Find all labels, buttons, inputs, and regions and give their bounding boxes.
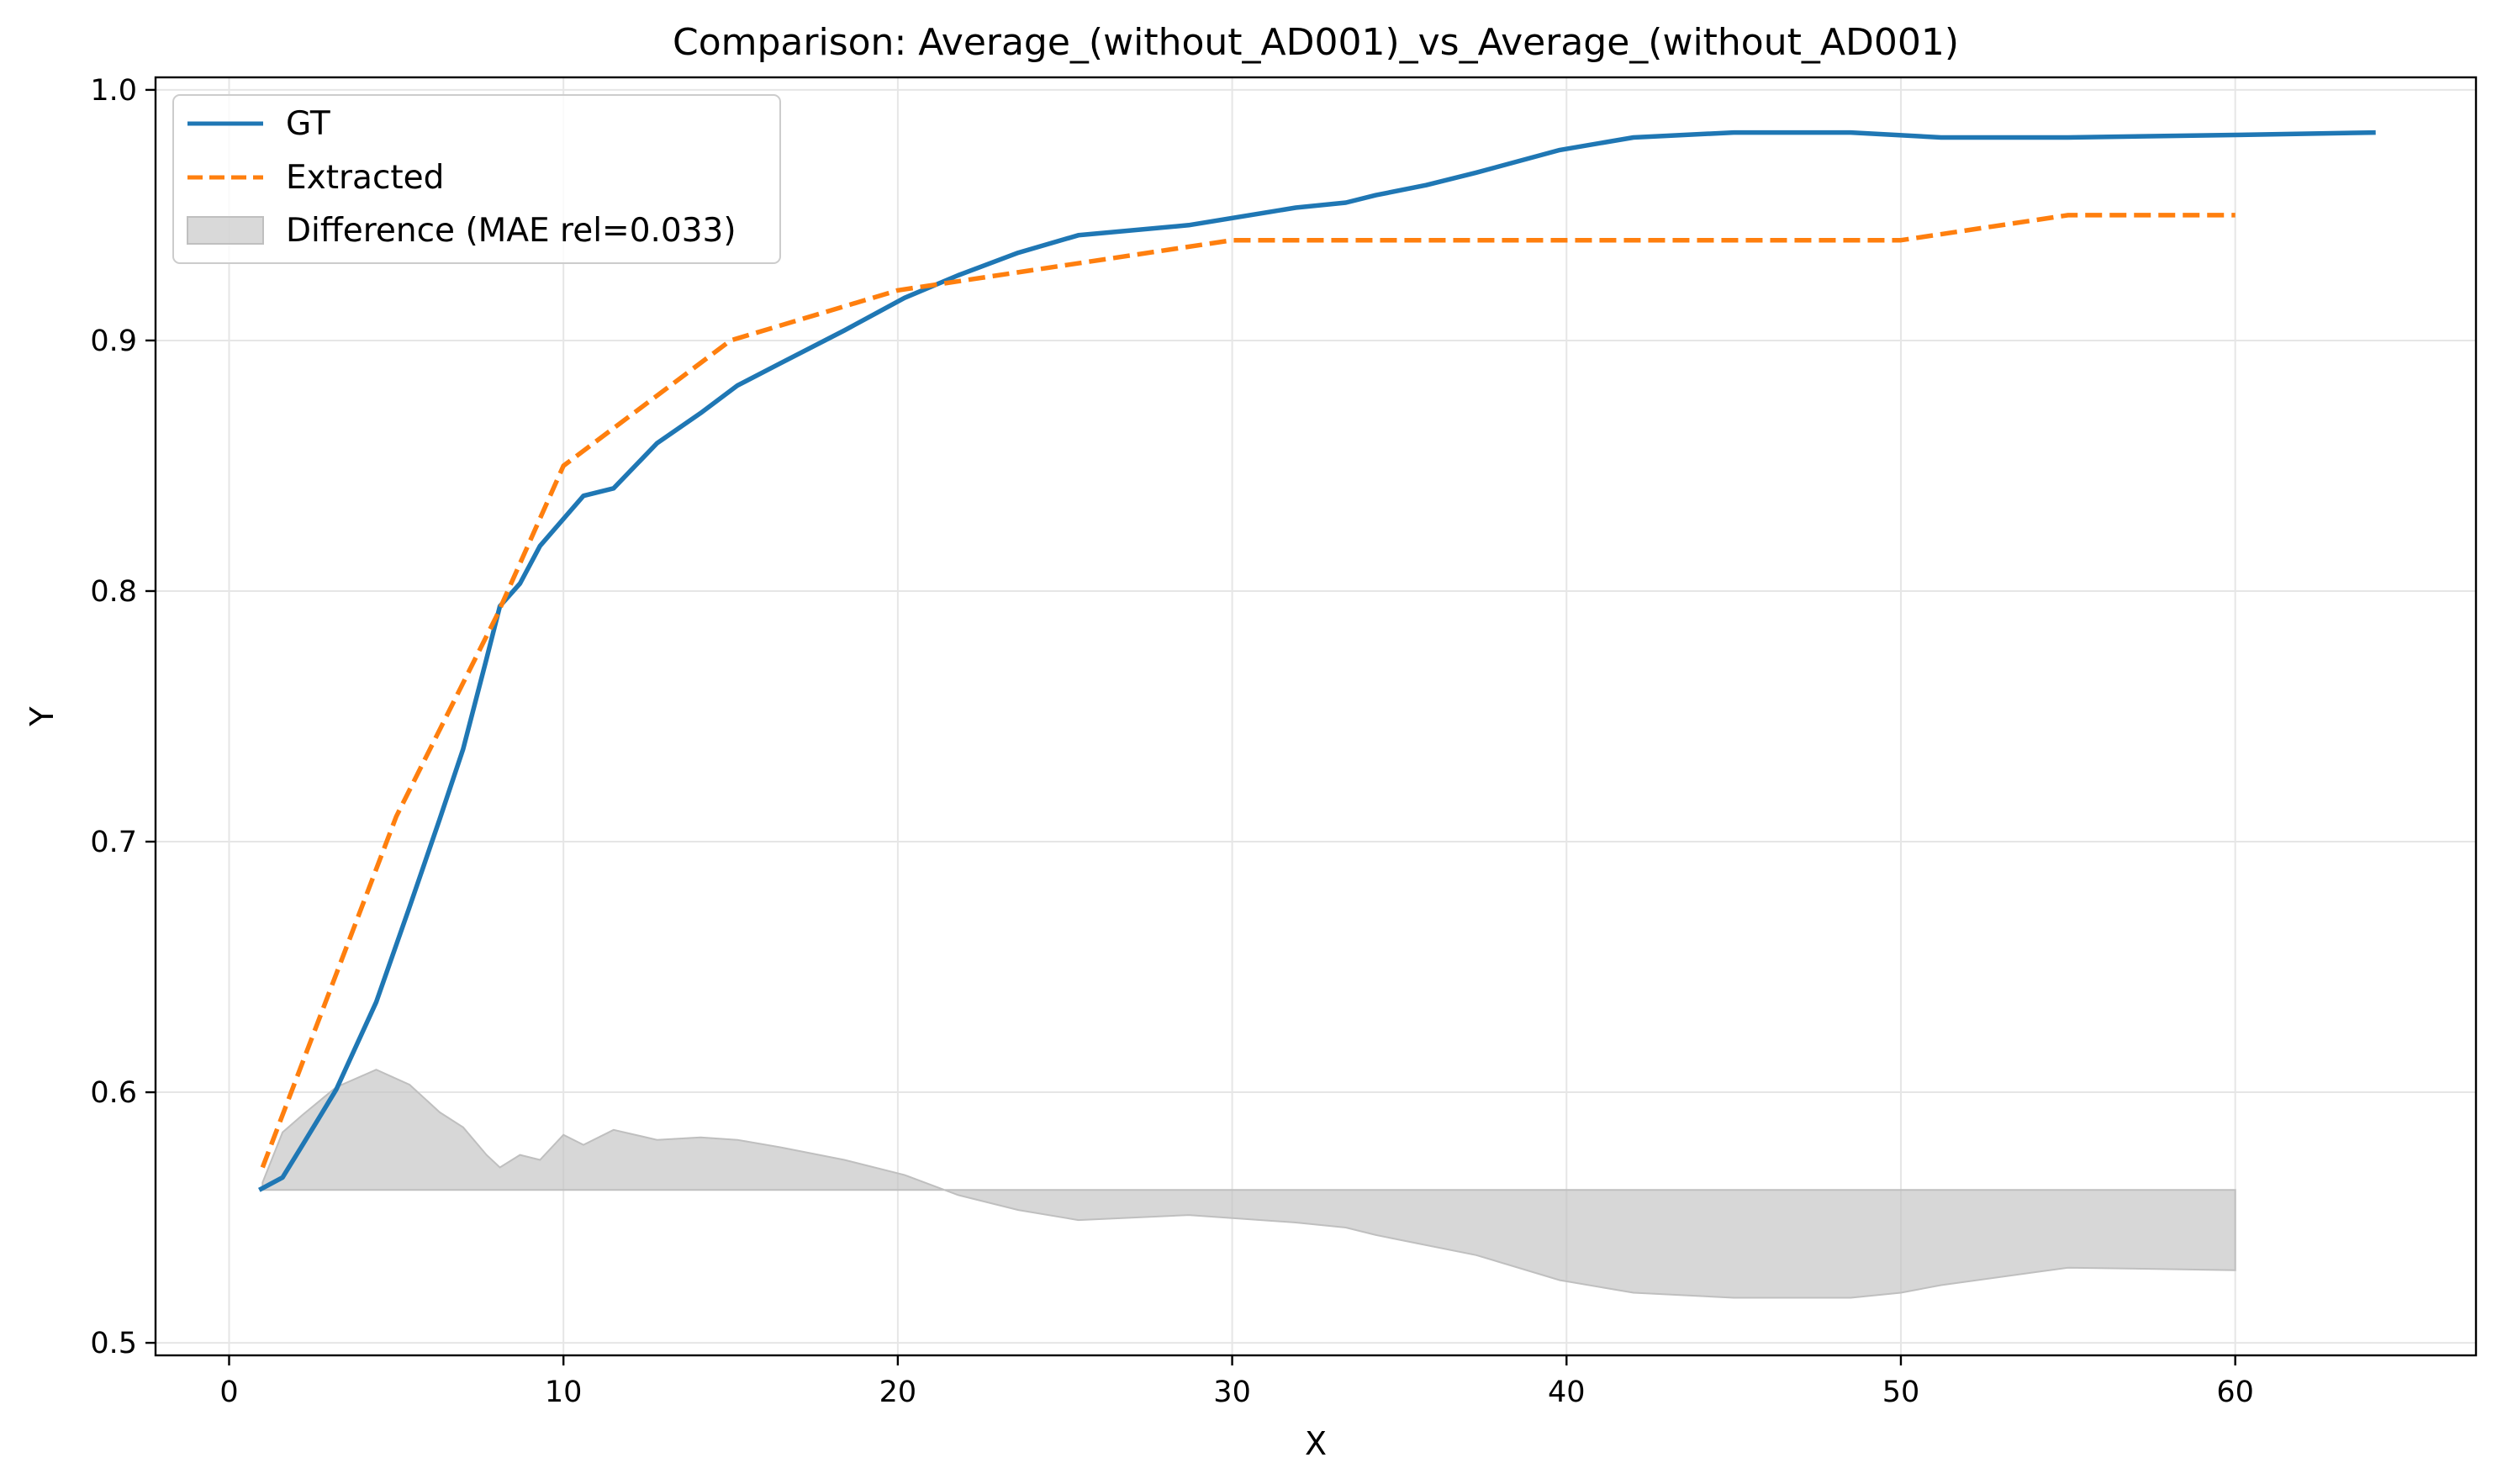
y-tick-label-1: 0.6 bbox=[90, 1076, 137, 1110]
series-lines bbox=[258, 129, 2376, 1192]
legend-difference-swatch bbox=[187, 216, 264, 245]
y-axis-ticks: 0.5 0.6 0.7 0.8 0.9 1.0 bbox=[90, 74, 156, 1360]
x-tick-label-0: 0 bbox=[219, 1376, 238, 1409]
difference-band bbox=[261, 1069, 2236, 1299]
x-tick-label-6: 60 bbox=[2216, 1376, 2254, 1409]
series-line-gt bbox=[258, 129, 2376, 1192]
x-tick-label-5: 50 bbox=[1882, 1376, 1920, 1409]
chart-title: Comparison: Average_(without_AD001)_vs_A… bbox=[673, 21, 1959, 64]
y-axis-label: Y bbox=[24, 706, 61, 727]
x-tick-label-2: 20 bbox=[879, 1376, 917, 1409]
legend-box bbox=[172, 94, 781, 264]
x-tick-label-3: 30 bbox=[1213, 1376, 1251, 1409]
x-axis-label: X bbox=[1305, 1425, 1327, 1462]
y-tick-label-5: 1.0 bbox=[90, 74, 137, 108]
difference-area bbox=[261, 1069, 2236, 1299]
legend-difference-label: Difference (MAE rel=0.033) bbox=[286, 212, 736, 250]
y-tick-label-3: 0.8 bbox=[90, 575, 137, 609]
plot-area-frame bbox=[154, 76, 2478, 1357]
y-tick-label-2: 0.7 bbox=[90, 826, 137, 859]
x-tick-label-4: 40 bbox=[1548, 1376, 1586, 1409]
legend-extracted-label: Extracted bbox=[286, 159, 444, 197]
y-tick-label-0: 0.5 bbox=[90, 1327, 137, 1360]
x-axis-ticks: 0 10 20 30 40 50 60 bbox=[219, 1355, 2254, 1409]
series-line-extracted bbox=[260, 213, 2236, 1169]
grid-lines bbox=[156, 77, 2476, 1355]
y-tick-label-4: 0.9 bbox=[90, 325, 137, 358]
legend: GT Extracted Difference (MAE rel=0.033) bbox=[172, 94, 781, 264]
legend-gt-label: GT bbox=[286, 105, 330, 143]
x-tick-label-1: 10 bbox=[545, 1376, 583, 1409]
